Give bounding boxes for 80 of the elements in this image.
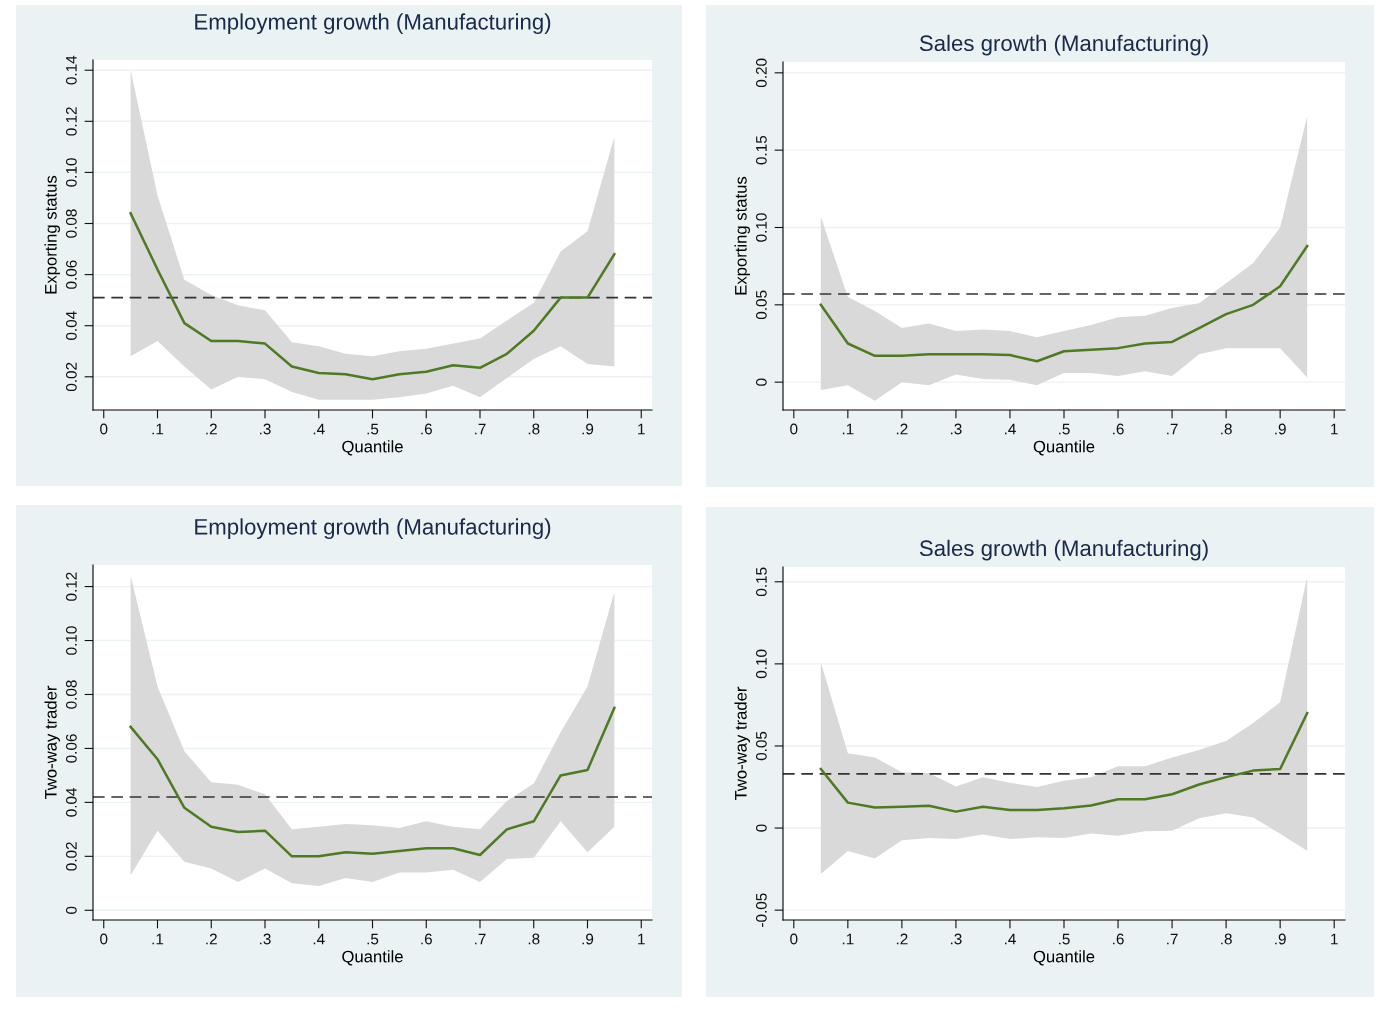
x-tick-label: .1 (152, 933, 164, 945)
x-axis-title: Quantile (1033, 440, 1095, 456)
x-axis-title: Quantile (1033, 950, 1095, 966)
y-tick-label: 0.12 (65, 107, 77, 136)
x-tick-label: .3 (950, 933, 962, 945)
y-tick-label: 0.05 (755, 731, 767, 761)
chart-title: Sales growth (Manufacturing) (919, 34, 1208, 56)
y-tick-label: 0.14 (65, 55, 77, 85)
x-tick-label: 1 (1331, 423, 1338, 435)
y-tick-label: 0.06 (65, 260, 77, 289)
y-tick-label: 0.06 (65, 734, 77, 763)
x-tick-label: .5 (367, 933, 379, 945)
x-tick-label: .9 (1275, 933, 1286, 945)
x-tick-label: 1 (1331, 933, 1338, 945)
y-tick-label: 0.02 (65, 362, 77, 392)
x-tick-label: .4 (1004, 933, 1016, 945)
x-tick-label: .4 (313, 933, 325, 945)
x-tick-label: .6 (421, 423, 432, 435)
x-tick-label: .8 (1221, 933, 1232, 945)
y-tick-label: 0.15 (755, 135, 767, 165)
y-tick-label: 0 (65, 906, 77, 914)
y-tick-label: 0.10 (755, 213, 767, 242)
x-axis-title: Quantile (342, 950, 403, 966)
y-tick-label: 0.10 (65, 158, 77, 187)
x-tick-label: .2 (896, 423, 908, 435)
x-tick-label: .2 (206, 933, 217, 945)
x-tick-label: .2 (206, 423, 217, 435)
y-axis-title: Exporting status (734, 176, 751, 295)
x-tick-label: .9 (582, 423, 594, 435)
x-tick-label: .4 (1004, 423, 1016, 435)
y-tick-label: 0.10 (755, 649, 767, 679)
x-tick-label: .1 (842, 933, 854, 945)
x-tick-label: .8 (528, 933, 540, 945)
x-tick-label: .1 (842, 423, 854, 435)
x-tick-label: 0 (790, 423, 798, 435)
y-tick-label: 0.08 (65, 209, 77, 238)
y-tick-label: 0.04 (65, 311, 77, 340)
x-tick-label: 1 (638, 423, 645, 435)
x-tick-label: .7 (1167, 423, 1178, 435)
y-tick-label: 0 (755, 824, 767, 832)
x-tick-label: .3 (950, 423, 962, 435)
y-axis-title: Two-way trader (734, 686, 751, 801)
x-tick-label: .9 (582, 933, 594, 945)
x-tick-label: 0 (100, 933, 108, 945)
x-tick-label: .7 (475, 933, 486, 945)
y-tick-label: 0.08 (65, 680, 77, 709)
chart-title: Employment growth (Manufacturing) (195, 13, 551, 35)
y-axis-title: Two-way trader (44, 685, 61, 800)
x-tick-label: .5 (1059, 933, 1070, 945)
y-tick-label: 0.10 (65, 626, 77, 655)
x-tick-label: .5 (1059, 423, 1070, 435)
x-tick-label: 1 (638, 933, 645, 945)
x-tick-label: 0 (100, 423, 108, 435)
y-tick-label: 0.04 (65, 787, 77, 817)
x-tick-label: .4 (313, 423, 325, 435)
chart-title: Sales growth (Manufacturing) (919, 539, 1208, 561)
y-tick-label: 0 (755, 378, 767, 386)
chart-title: Employment growth (Manufacturing) (195, 518, 551, 540)
x-tick-label: .1 (152, 423, 164, 435)
y-tick-label: 0.12 (65, 572, 77, 601)
x-tick-label: .7 (475, 423, 486, 435)
x-tick-label: .9 (1275, 423, 1286, 435)
y-tick-label: 0.02 (65, 842, 77, 871)
x-tick-label: 0 (790, 933, 798, 945)
x-tick-label: .6 (421, 933, 432, 945)
y-tick-label: 0.20 (755, 58, 767, 88)
x-tick-label: .3 (260, 933, 271, 945)
y-tick-label: -0.05 (755, 893, 767, 927)
y-tick-label: 0.15 (755, 567, 767, 597)
x-tick-label: .6 (1113, 933, 1124, 945)
y-tick-label: 0.05 (755, 290, 767, 320)
x-tick-label: .5 (367, 423, 379, 435)
x-axis-title: Quantile (342, 440, 403, 456)
x-tick-label: .8 (1221, 423, 1232, 435)
x-tick-label: .2 (896, 933, 908, 945)
x-tick-label: .7 (1167, 933, 1178, 945)
x-tick-label: .8 (528, 423, 540, 435)
x-tick-label: .3 (260, 423, 271, 435)
x-tick-label: .6 (1113, 423, 1124, 435)
y-axis-title: Exporting status (44, 175, 61, 294)
